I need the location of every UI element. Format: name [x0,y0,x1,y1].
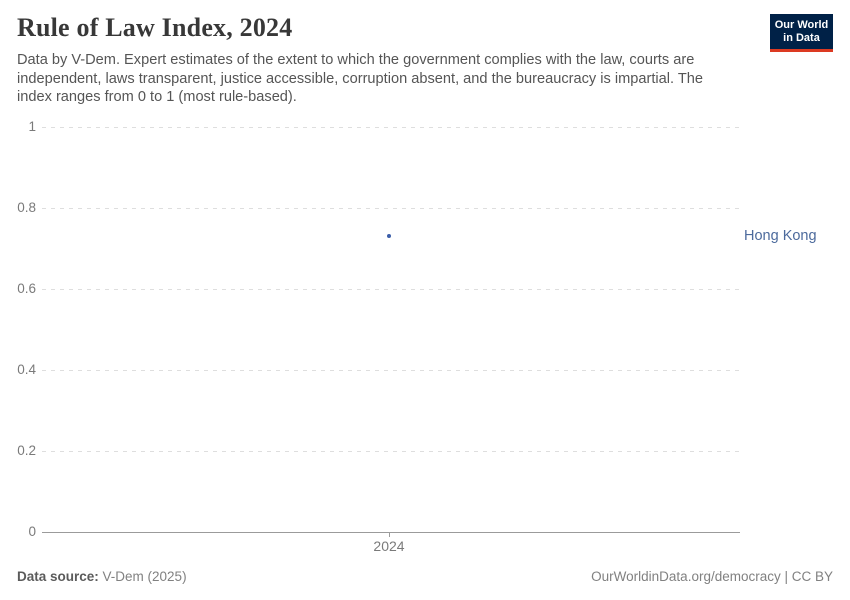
x-axis-tick-label: 2024 [373,538,405,554]
gridline [42,127,740,128]
x-axis-tick [389,532,390,537]
entity-label-hong-kong[interactable]: Hong Kong [744,228,817,245]
y-axis-tick-label: 0.4 [17,362,36,377]
y-axis-tick-label: 0.6 [17,281,36,296]
owid-logo-line1: Our World [774,19,829,31]
y-axis-tick-label: 0 [28,524,36,539]
y-axis-tick-label: 1 [28,119,36,134]
owid-logo[interactable]: Our World in Data [770,14,833,52]
data-point-hong-kong[interactable] [387,234,391,239]
x-axis-line [42,532,740,533]
license-note: OurWorldinData.org/democracy | CC BY [591,569,833,584]
y-axis-tick-label: 0.2 [17,443,36,458]
gridline [42,208,740,209]
chart-subtitle: Data by V-Dem. Expert estimates of the e… [17,52,704,106]
gridline [42,289,740,290]
gridline [42,451,740,452]
gridline [42,370,740,371]
y-axis-tick-label: 0.8 [17,200,36,215]
data-source: Data source: V-Dem (2025) [17,569,187,584]
page-title: Rule of Law Index, 2024 [17,13,293,42]
data-source-label: Data source: [17,569,99,584]
data-source-value: V-Dem (2025) [98,569,187,584]
owid-logo-line2: in Data [783,32,820,44]
